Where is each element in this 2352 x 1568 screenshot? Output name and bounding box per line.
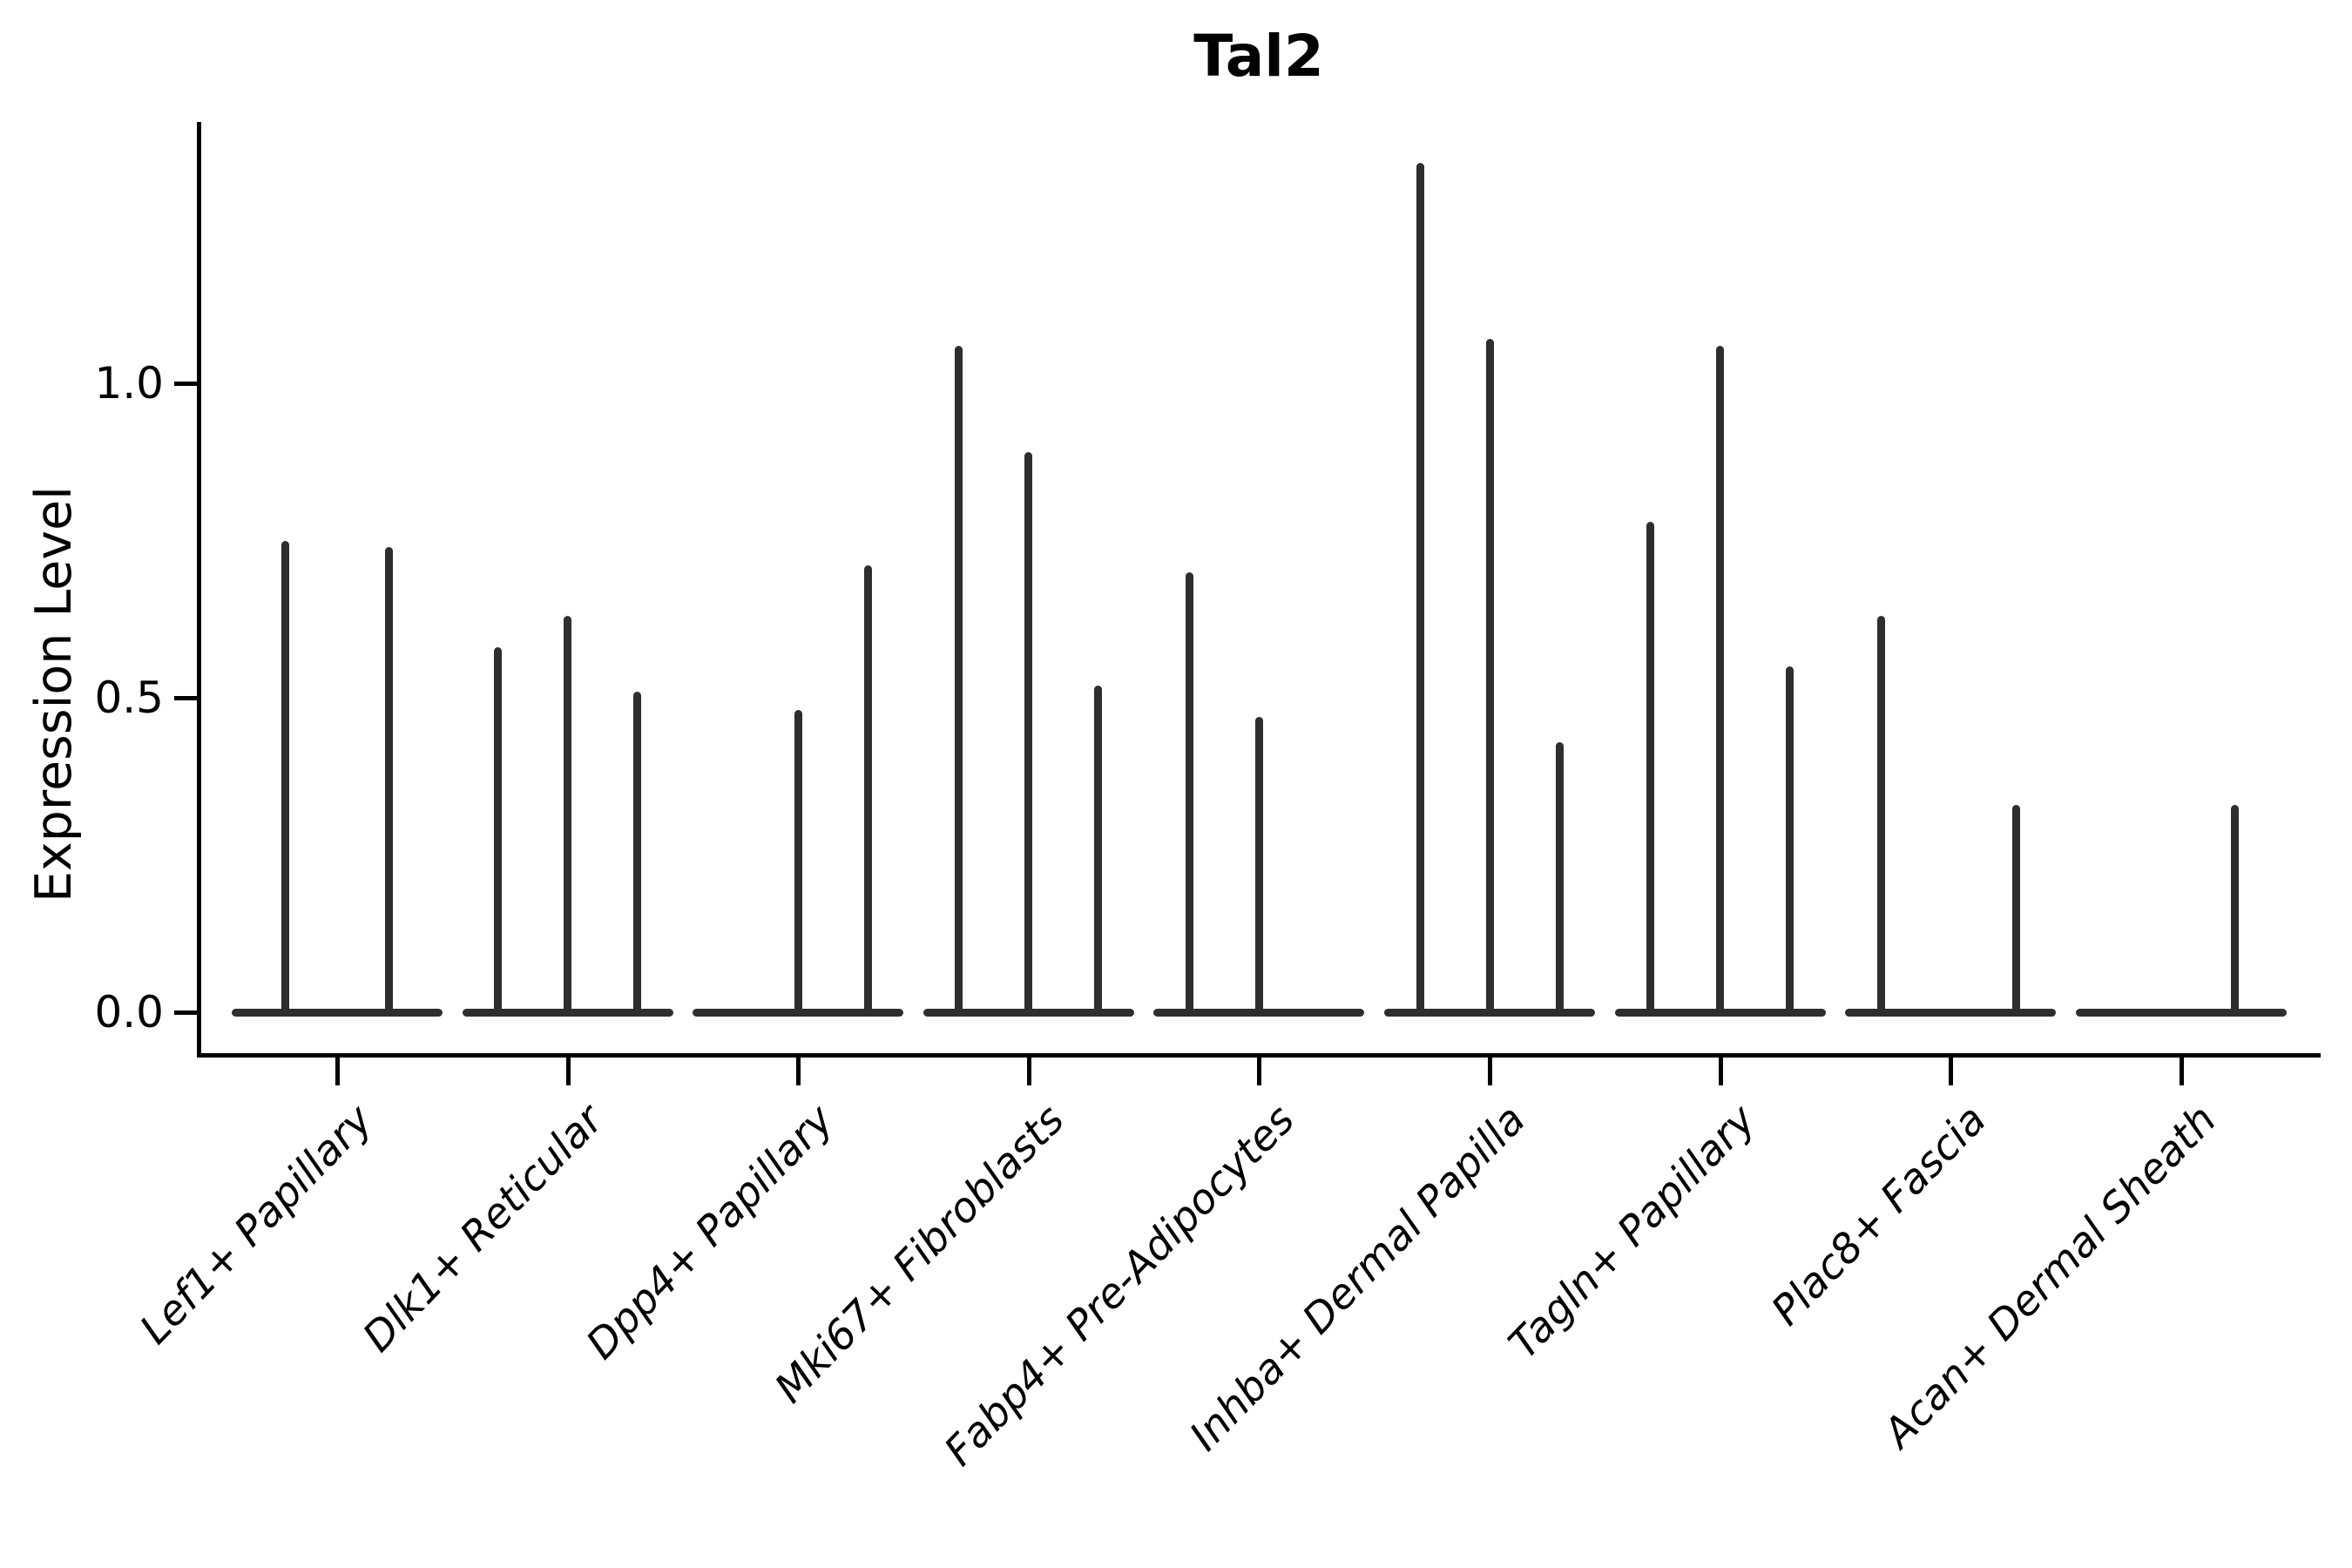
violin-spike [2231, 804, 2240, 1012]
violin-spike [564, 616, 572, 1012]
violin-base [2075, 1008, 2287, 1017]
violin-base [1845, 1008, 2057, 1017]
violin-spike [1024, 452, 1033, 1012]
violin-spike [384, 546, 393, 1012]
x-tick [1026, 1058, 1031, 1085]
violin-spike [955, 345, 963, 1012]
x-tick [2179, 1058, 2184, 1085]
x-tick-label: Dpp4+ Papillary [577, 1096, 843, 1369]
y-tick [174, 696, 197, 700]
violin-base [1384, 1008, 1595, 1017]
x-tick [335, 1058, 340, 1085]
y-tick-label: 0.5 [94, 672, 164, 723]
y-tick [174, 1010, 197, 1015]
x-tick [1257, 1058, 1262, 1085]
violin-spike [633, 691, 642, 1012]
violin-spike [2011, 804, 2020, 1012]
violin-base [462, 1008, 673, 1017]
plot-title: Tal2 [1193, 23, 1324, 90]
y-axis-spine [197, 122, 201, 1058]
x-tick-label: Lef1+ Papillary [131, 1096, 382, 1354]
x-tick [796, 1058, 801, 1085]
violin-spike [1716, 345, 1725, 1012]
y-tick [174, 382, 197, 386]
violin-spike [1185, 571, 1193, 1012]
violin-spike [1254, 716, 1263, 1012]
violin-base [1153, 1008, 1365, 1017]
y-tick-label: 0.0 [94, 987, 164, 1037]
x-axis-spine [197, 1053, 2321, 1058]
violin-spike [794, 710, 802, 1012]
y-tick-label: 1.0 [94, 358, 164, 409]
x-tick [1949, 1058, 1954, 1085]
x-tick-label: Dlk1+ Reticular [354, 1096, 613, 1362]
x-tick-label: Plac8+ Fascia [1762, 1096, 1996, 1335]
violin-spike [1876, 616, 1885, 1012]
violin-spike [1555, 741, 1564, 1012]
violin-base [923, 1008, 1134, 1017]
x-tick-label: Tagln+ Papillary [1499, 1096, 1766, 1369]
violin-spike [863, 565, 872, 1012]
violin-spike [494, 647, 503, 1012]
violin-base [1614, 1008, 1826, 1017]
violin-base [232, 1008, 443, 1017]
violin-spike [1416, 163, 1424, 1012]
x-tick [565, 1058, 571, 1085]
x-tick [1488, 1058, 1492, 1085]
violin-spike [1094, 685, 1103, 1012]
violin-spike [1485, 339, 1494, 1012]
violin-spike [280, 540, 289, 1012]
violin-spike [1786, 666, 1794, 1012]
x-tick [1718, 1058, 1723, 1085]
violin-spike [1646, 521, 1655, 1012]
violin-base [693, 1008, 904, 1017]
